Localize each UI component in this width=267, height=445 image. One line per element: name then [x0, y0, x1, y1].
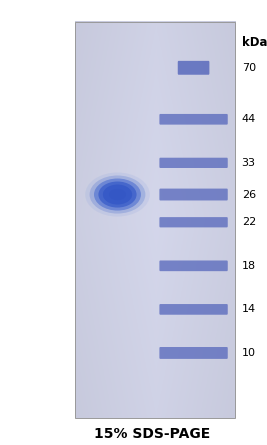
Text: 70: 70 [242, 63, 256, 73]
FancyBboxPatch shape [159, 260, 228, 271]
Text: 18: 18 [242, 261, 256, 271]
Text: 26: 26 [242, 190, 256, 199]
Ellipse shape [103, 185, 132, 205]
Text: 33: 33 [242, 158, 256, 168]
Text: 44: 44 [242, 114, 256, 124]
FancyBboxPatch shape [159, 158, 228, 168]
Text: 22: 22 [242, 217, 256, 227]
FancyBboxPatch shape [159, 217, 228, 227]
FancyBboxPatch shape [159, 304, 228, 315]
Bar [75, 22, 235, 418]
FancyBboxPatch shape [159, 189, 228, 201]
Ellipse shape [109, 189, 126, 201]
FancyBboxPatch shape [159, 347, 228, 359]
Text: 10: 10 [242, 348, 256, 358]
Ellipse shape [94, 178, 141, 210]
Text: 14: 14 [242, 304, 256, 314]
Ellipse shape [85, 173, 150, 217]
Ellipse shape [90, 175, 146, 214]
Text: 15% SDS-PAGE: 15% SDS-PAGE [94, 427, 210, 441]
FancyBboxPatch shape [159, 114, 228, 125]
Text: kDa: kDa [242, 36, 267, 49]
FancyBboxPatch shape [178, 61, 209, 75]
Ellipse shape [98, 182, 137, 207]
